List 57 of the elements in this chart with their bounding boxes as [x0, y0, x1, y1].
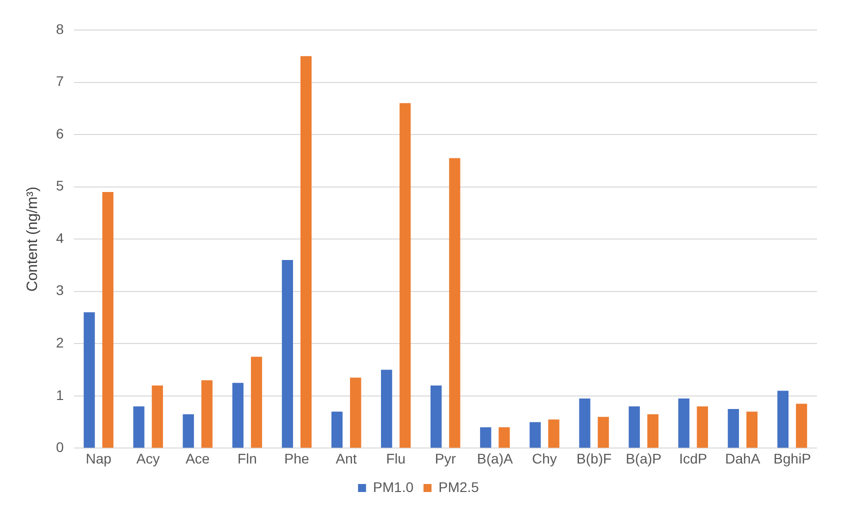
- bar: [530, 422, 541, 448]
- bar: [133, 406, 144, 448]
- bar: [498, 427, 510, 448]
- bar: [232, 382, 244, 448]
- y-tick-label: 7: [56, 73, 64, 90]
- bar: [152, 385, 163, 448]
- x-tick-label: DahA: [725, 450, 761, 466]
- x-tick-label: Chy: [532, 450, 557, 466]
- bar: [678, 398, 690, 448]
- legend-label: PM1.0: [373, 478, 414, 495]
- x-tick-label: Pyr: [434, 450, 456, 466]
- bar: [430, 385, 442, 448]
- x-tick-label: Phe: [284, 450, 310, 466]
- bar: [598, 416, 609, 448]
- x-tick-label: Nap: [86, 450, 112, 466]
- y-axis-title: Content (ng/m³): [24, 186, 42, 292]
- y-tick-label: 8: [56, 20, 64, 37]
- bar: [449, 158, 460, 448]
- bar: [182, 414, 194, 448]
- bar: [250, 356, 262, 448]
- x-tick-label: Acy: [136, 450, 160, 466]
- bar: [400, 103, 411, 448]
- bar: [647, 414, 658, 448]
- x-tick-label: Ace: [186, 450, 210, 466]
- bar: [728, 408, 739, 448]
- y-tick-label: 5: [56, 178, 64, 194]
- y-tick-label: 4: [56, 230, 64, 246]
- bar: [282, 260, 294, 448]
- x-tick-label: B(a)P: [626, 450, 662, 466]
- bar: [102, 192, 114, 448]
- y-tick-label: 3: [56, 282, 64, 298]
- x-tick-label: B(a)A: [477, 450, 514, 466]
- bar: [696, 406, 708, 448]
- bar: [777, 390, 789, 448]
- bar: [84, 312, 95, 448]
- bar: [548, 419, 560, 448]
- bar: [380, 370, 392, 448]
- legend-label: PM2.5: [438, 478, 480, 495]
- y-tick-label: 2: [56, 334, 64, 351]
- bar: [300, 56, 312, 448]
- x-tick-label: Ant: [336, 450, 357, 466]
- x-tick-label: IcdP: [679, 450, 708, 466]
- bar: [746, 412, 758, 448]
- x-tick-label: Flu: [386, 450, 406, 466]
- x-tick-label: Fln: [237, 450, 257, 466]
- bar: [579, 398, 590, 448]
- bar: [628, 406, 640, 448]
- bar: [480, 427, 492, 448]
- bar: [201, 380, 213, 448]
- bar: [331, 412, 343, 448]
- x-tick-label: BghiP: [774, 450, 811, 466]
- y-tick-label: 6: [56, 125, 64, 142]
- bar: [796, 404, 808, 448]
- y-tick-label: 1: [56, 386, 64, 403]
- bar: [350, 378, 362, 448]
- x-tick-label: B(b)F: [576, 450, 612, 466]
- y-tick-label: 0: [56, 439, 64, 456]
